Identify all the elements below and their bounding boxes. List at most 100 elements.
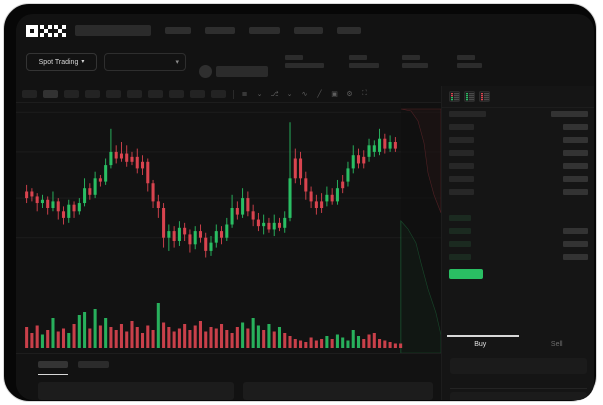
timeframe-30m[interactable]	[85, 90, 100, 98]
orderbook-ask-row-6-price[interactable]	[449, 176, 474, 182]
stat-24h-high-label	[402, 55, 420, 60]
nav-item-1[interactable]	[165, 27, 191, 34]
orderbook-ask-row-5-price[interactable]	[449, 163, 474, 169]
volume-bar	[314, 340, 318, 348]
volume-bar	[114, 330, 118, 348]
volume-bar	[262, 330, 266, 348]
search-input[interactable]	[75, 25, 151, 36]
orderbook-ask-row-4-size[interactable]	[563, 150, 588, 156]
orderbook-ask-row-7-size[interactable]	[563, 189, 588, 195]
orderbook-mode-both-icon-glyph	[450, 92, 459, 100]
candle-body	[146, 161, 150, 184]
orderbook-ask-row-4-price[interactable]	[449, 150, 474, 156]
volume-bar	[288, 336, 292, 348]
candle-body	[283, 217, 287, 228]
orderbook-bid-row-1-price[interactable]	[449, 215, 471, 221]
candle-body	[61, 211, 66, 218]
orderbook-spread-row[interactable]	[449, 269, 483, 279]
timeframe-15m[interactable]	[64, 90, 79, 98]
candle-body	[346, 168, 350, 182]
orderbook-bid-row-3-price[interactable]	[449, 241, 471, 247]
volume-bar	[393, 343, 397, 348]
price-chart[interactable]	[16, 103, 441, 353]
orderbook-ask-row-2-price[interactable]	[449, 124, 474, 130]
candle-body	[67, 204, 71, 218]
volume-bar	[330, 339, 334, 348]
candle-body	[140, 161, 145, 169]
divider	[442, 107, 594, 108]
volume-bar	[341, 337, 345, 348]
candle-body	[325, 194, 329, 202]
indicator-chevron-down-icon[interactable]: ⌄	[256, 91, 263, 98]
candle-body	[193, 231, 197, 245]
nav-item-2[interactable]	[205, 27, 235, 34]
candle-body	[246, 198, 250, 212]
volume-bar	[135, 327, 139, 348]
volume-bar	[183, 324, 187, 348]
candle-body	[214, 231, 218, 243]
orderbook-mode-bids-icon[interactable]	[464, 91, 475, 102]
bottom-tab-underline	[38, 374, 68, 375]
camera-icon[interactable]: ▣	[331, 91, 338, 98]
candle-body	[388, 142, 392, 149]
candle-body	[119, 153, 123, 159]
candle-body	[135, 156, 139, 169]
timeframe-1d[interactable]	[148, 90, 163, 98]
orderbook-mode-asks-icon[interactable]	[479, 91, 490, 102]
settings-gear-icon[interactable]: ⚙	[346, 91, 353, 98]
timeframe-1h[interactable]	[106, 90, 121, 98]
pair-select[interactable]: ▾	[104, 53, 186, 71]
indicator-icon[interactable]: ≣	[241, 91, 248, 98]
price-field[interactable]	[450, 358, 587, 374]
fullscreen-icon[interactable]: ⛶	[362, 90, 367, 97]
orderbook-ask-row-1-price[interactable]	[449, 111, 486, 117]
bottom-tab-open-orders[interactable]	[38, 361, 68, 368]
line-tool-icon[interactable]: ∿	[301, 91, 308, 98]
market-type-select[interactable]: Spot Trading ▾	[26, 53, 97, 71]
timeframe-5m[interactable]	[43, 90, 58, 98]
volume-bar	[399, 343, 403, 348]
orderbook-ask-row-1-size[interactable]	[551, 111, 588, 117]
orderbook-bid-row-4-price[interactable]	[449, 254, 471, 260]
okx-logo[interactable]	[26, 24, 66, 37]
orderbook-ask-row-3-price[interactable]	[449, 137, 474, 143]
nav-item-3[interactable]	[249, 27, 280, 34]
volume-bar	[251, 318, 255, 348]
ruler-icon[interactable]: ╱	[317, 91, 322, 98]
timeframe-more[interactable]	[211, 90, 226, 98]
right-panel: Buy Sell	[441, 86, 594, 400]
nav-item-5[interactable]	[337, 27, 361, 34]
orderbook-mode-both-icon[interactable]	[449, 91, 460, 102]
nav-item-4[interactable]	[294, 27, 323, 34]
candle-body	[30, 191, 34, 197]
tab-sell[interactable]: Sell	[550, 341, 563, 348]
orderbook-ask-row-2-size[interactable]	[563, 124, 588, 130]
stat-24h-change-value	[349, 63, 379, 68]
orderbook-bid-row-3-size[interactable]	[563, 241, 588, 247]
bottom-tab-order-history[interactable]	[78, 361, 109, 368]
timeframe-1w[interactable]	[169, 90, 184, 98]
orderbook-ask-row-6-size[interactable]	[563, 176, 588, 182]
timeframe-1mo[interactable]	[190, 90, 205, 98]
amount-field[interactable]	[450, 392, 587, 400]
pair-avatar-icon	[199, 65, 212, 78]
candle-body	[267, 222, 271, 230]
stat-24h-volume-label	[457, 55, 475, 60]
tab-buy[interactable]: Buy	[474, 341, 487, 348]
orderbook-bid-row-4-size[interactable]	[563, 254, 588, 260]
orderbook-bid-row-2-price[interactable]	[449, 228, 471, 234]
orderbook-bid-row-2-size[interactable]	[563, 228, 588, 234]
timeframe-1m[interactable]	[22, 90, 37, 98]
volume-bar	[388, 342, 392, 348]
timeframe-4h[interactable]	[127, 90, 142, 98]
candle-body	[320, 201, 324, 208]
orderbook-ask-row-5-size[interactable]	[563, 163, 588, 169]
orderbook-ask-row-7-price[interactable]	[449, 189, 474, 195]
volume-bar	[88, 328, 92, 348]
candle-body	[288, 178, 292, 218]
chart-type-chevron-down-icon[interactable]: ⌄	[286, 91, 293, 98]
volume-bar	[51, 318, 55, 348]
orderbook-ask-row-3-size[interactable]	[563, 137, 588, 143]
volume-bar	[46, 330, 50, 348]
chart-type-icon[interactable]: ⎇	[270, 91, 279, 98]
